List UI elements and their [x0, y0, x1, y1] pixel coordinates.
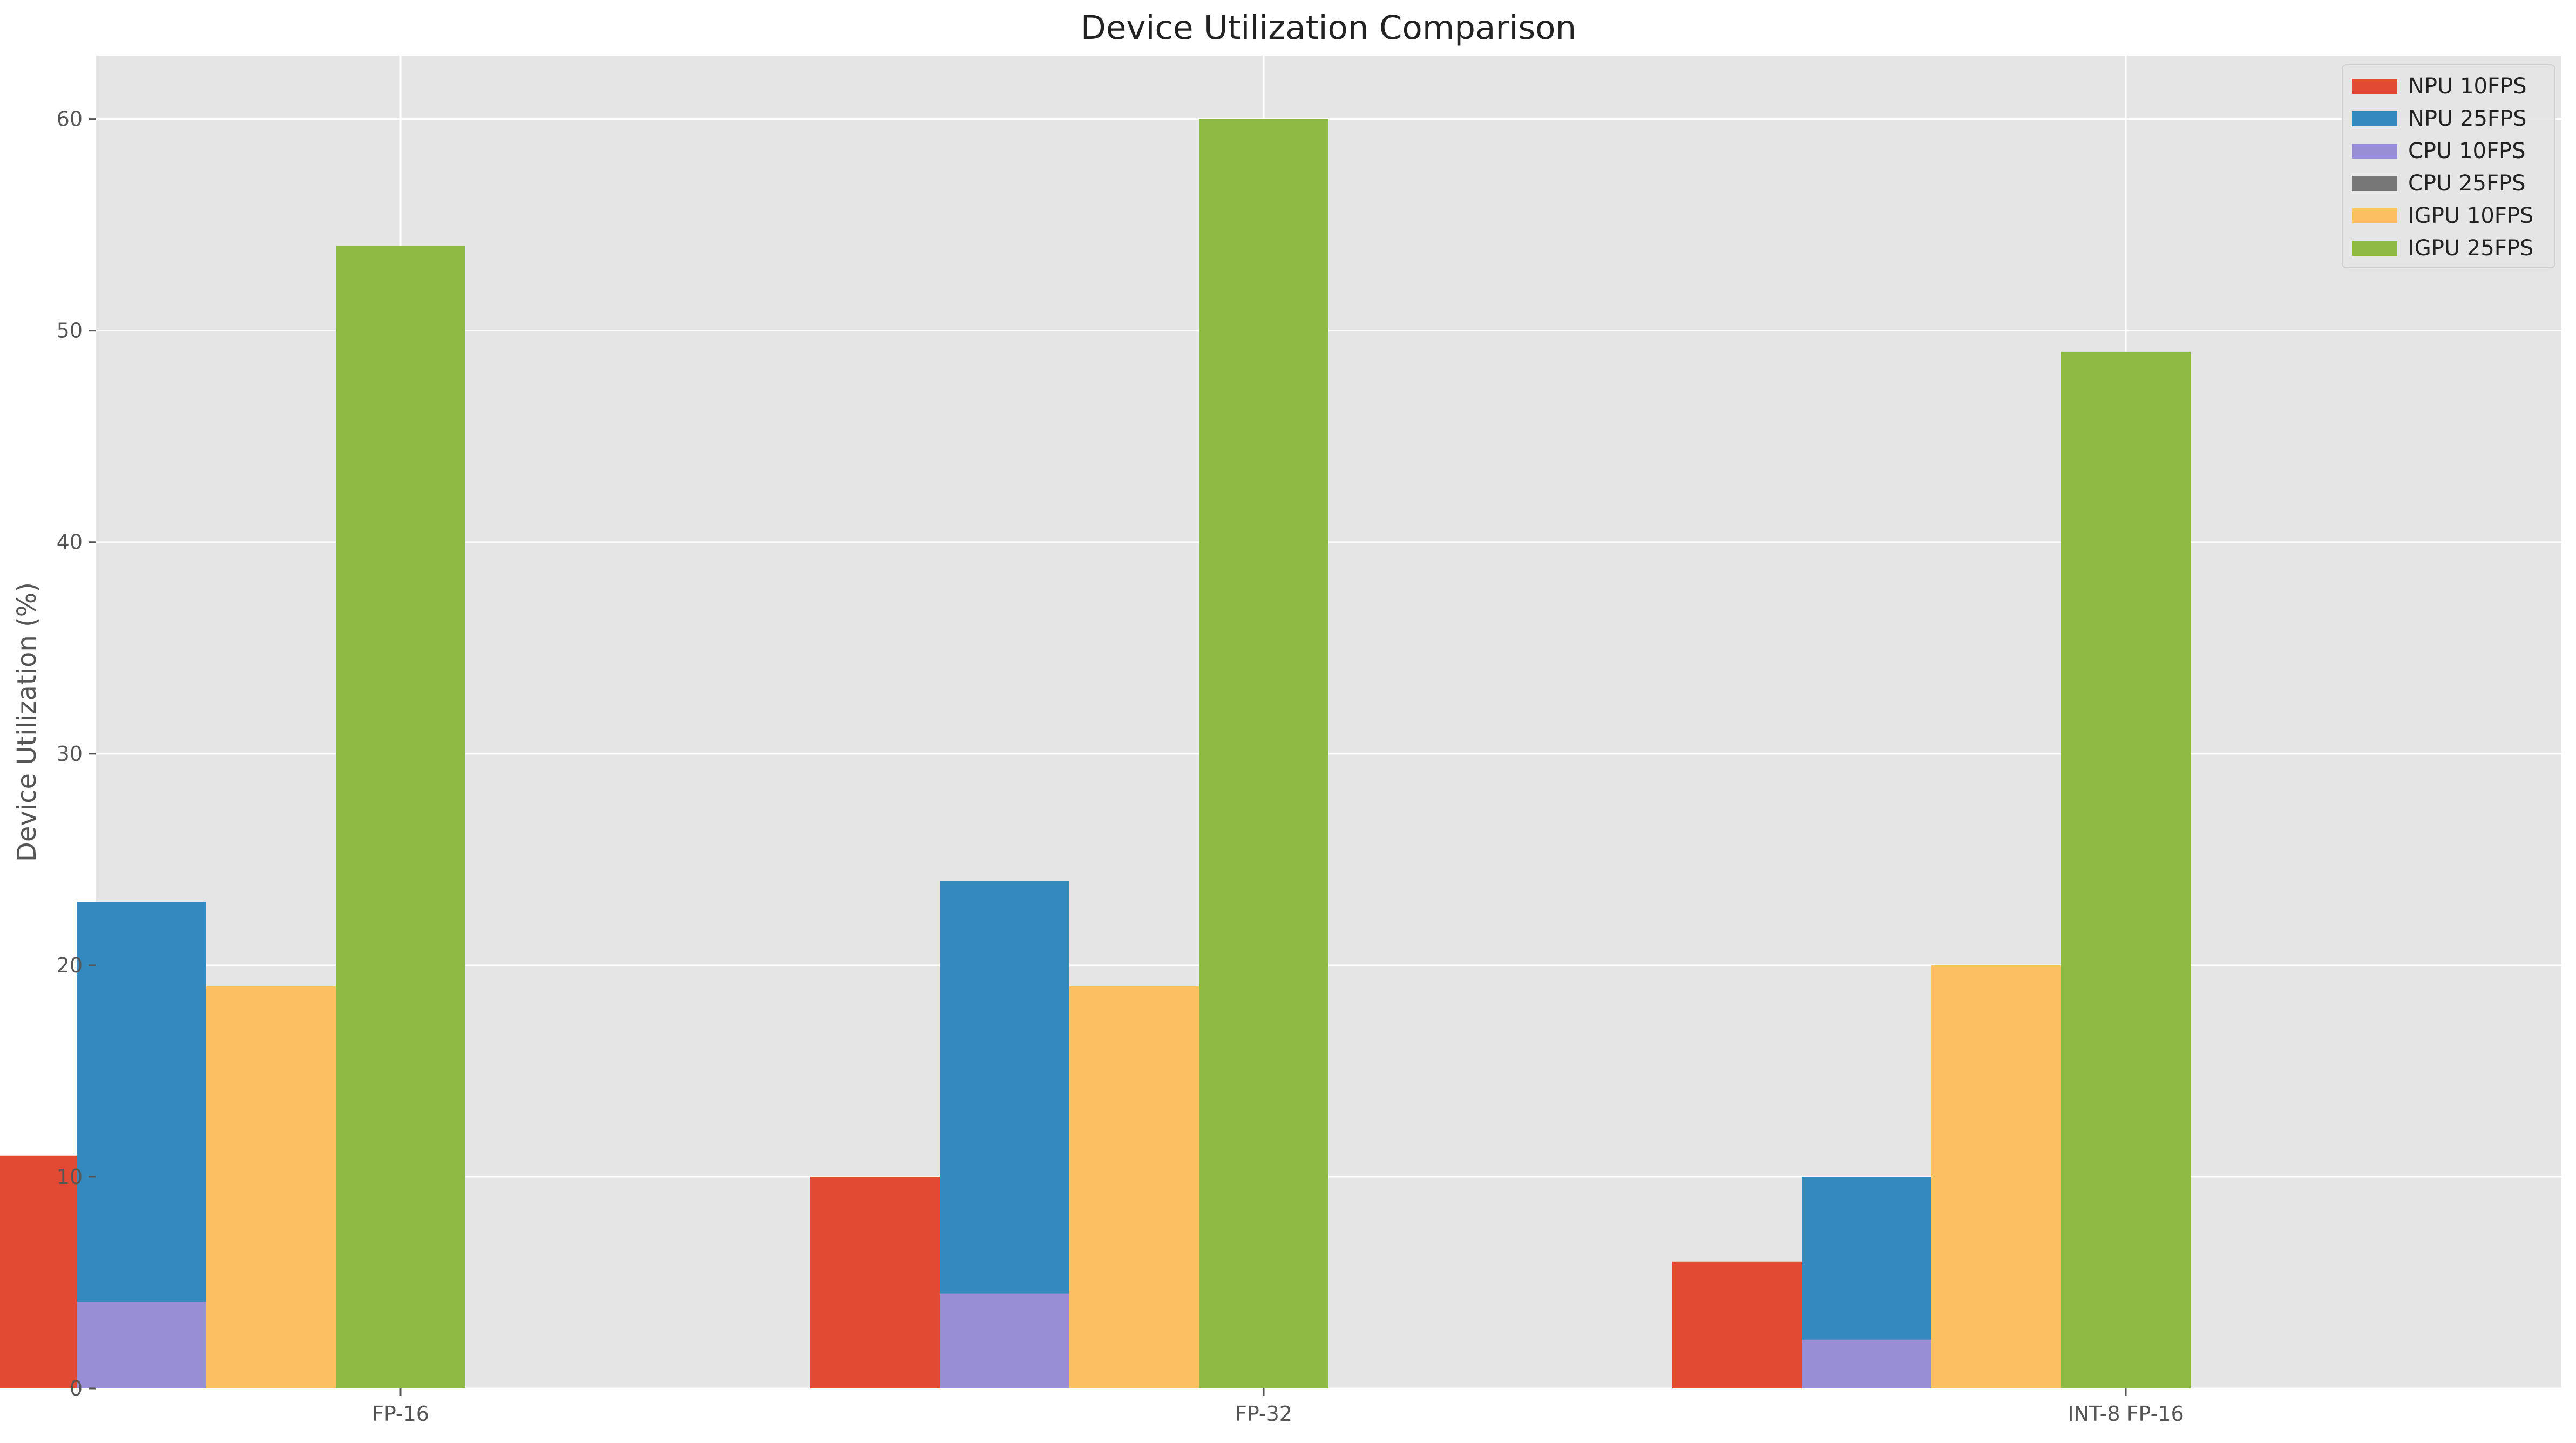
legend-swatch [2352, 111, 2397, 126]
y-tick-label: 30 [57, 742, 83, 766]
bar-igpu-10fps [1069, 986, 1199, 1388]
x-tick-label: INT-8 FP-16 [2067, 1402, 2184, 1426]
bar-npu-10fps [810, 1177, 940, 1388]
bar-igpu-25fps [1199, 119, 1328, 1388]
chart-title: Device Utilization Comparison [1081, 9, 1576, 47]
bar-igpu-10fps [206, 986, 336, 1388]
bar-npu-10fps [1672, 1262, 1802, 1388]
y-tick-label: 20 [57, 954, 83, 977]
legend-label: CPU 25FPS [2408, 171, 2525, 196]
y-tick-label: 0 [70, 1377, 83, 1400]
legend-swatch [2352, 144, 2397, 159]
legend-label: IGPU 10FPS [2408, 203, 2533, 228]
y-tick-label: 60 [57, 107, 83, 131]
bar-npu-10fps [0, 1156, 77, 1388]
bar-igpu-25fps [2061, 352, 2191, 1388]
legend-label: CPU 10FPS [2408, 139, 2525, 164]
legend-swatch [2352, 208, 2397, 223]
bar-igpu-25fps [336, 246, 465, 1388]
x-tick-label: FP-32 [1235, 1402, 1292, 1426]
bar-cpu-10fps [940, 1294, 1069, 1388]
legend: NPU 10FPS NPU 25FPS CPU 10FPS CPU 25FPS IGPU… [2342, 65, 2555, 268]
y-tick-label: 40 [57, 530, 83, 554]
legend-swatch [2352, 79, 2397, 94]
legend-swatch [2352, 241, 2397, 256]
y-tick-label: 50 [57, 319, 83, 343]
y-tick-label: 10 [57, 1165, 83, 1189]
legend-label: IGPU 25FPS [2408, 236, 2533, 261]
x-tick-label: FP-16 [372, 1402, 429, 1426]
bar-cpu-10fps [77, 1302, 206, 1388]
bar-igpu-10fps [1931, 965, 2061, 1388]
legend-swatch [2352, 176, 2397, 191]
legend-label: NPU 25FPS [2408, 106, 2526, 131]
legend-label: NPU 10FPS [2408, 74, 2526, 99]
y-axis-label: Device Utilization (%) [12, 582, 42, 862]
bar-cpu-10fps [1802, 1340, 1931, 1388]
